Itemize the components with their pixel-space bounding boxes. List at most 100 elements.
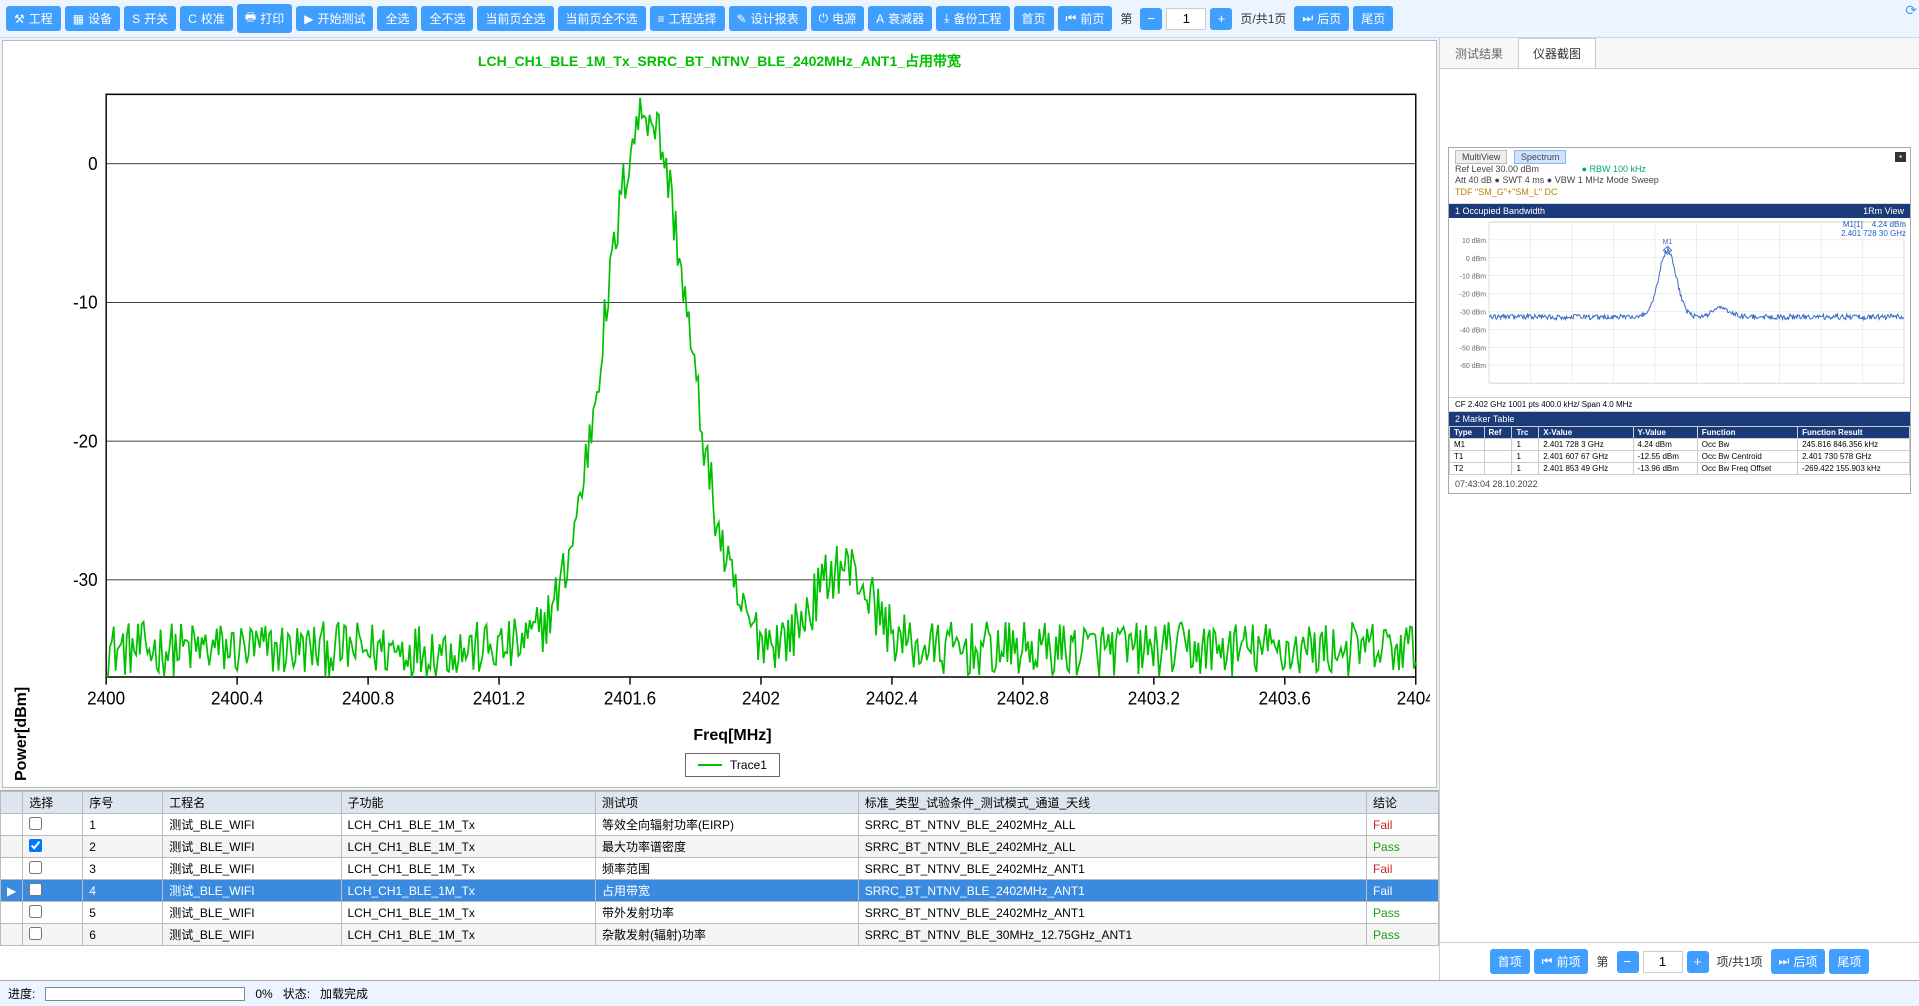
row-checkbox[interactable] xyxy=(29,839,42,852)
cell-proj: 测试_BLE_WIFI xyxy=(163,836,341,858)
first-page-button[interactable]: 首页 xyxy=(1014,6,1054,31)
results-header[interactable]: 序号 xyxy=(83,792,163,814)
last-page-button[interactable]: 尾页 xyxy=(1353,6,1393,31)
table-row[interactable]: 6测试_BLE_WIFILCH_CH1_BLE_1M_Tx杂散发射(辐射)功率S… xyxy=(1,924,1439,946)
next-item-button[interactable]: ⏭后项 xyxy=(1771,949,1826,974)
cell-idx: 1 xyxy=(83,814,163,836)
print-button[interactable]: 🖶打印 xyxy=(237,4,292,33)
backup-project-button[interactable]: ⤓备份工程 xyxy=(936,6,1009,31)
cell-proj: 测试_BLE_WIFI xyxy=(163,924,341,946)
page-select-none-button[interactable]: 当前页全不选 xyxy=(558,6,646,31)
cell-verdict: Fail xyxy=(1367,858,1439,880)
results-header[interactable] xyxy=(1,792,23,814)
cell-idx: 4 xyxy=(83,880,163,902)
row-checkbox[interactable] xyxy=(29,817,42,830)
marker-header: Function xyxy=(1697,426,1797,438)
row-indicator: ▶ xyxy=(1,880,23,902)
design-report-button[interactable]: ✎设计报表 xyxy=(729,6,807,31)
cell-proj: 测试_BLE_WIFI xyxy=(163,902,341,924)
cell-item: 占用带宽 xyxy=(595,880,858,902)
first-item-button[interactable]: 首项 xyxy=(1490,949,1530,974)
list-icon: ≡ xyxy=(658,12,665,26)
marker-cell: T2 xyxy=(1450,462,1485,474)
legend-swatch xyxy=(698,764,722,766)
cell-sub: LCH_CH1_BLE_1M_Tx xyxy=(341,880,595,902)
project-button[interactable]: ⚒工程 xyxy=(6,6,61,31)
table-row[interactable]: 3测试_BLE_WIFILCH_CH1_BLE_1M_Tx频率范围SRRC_BT… xyxy=(1,858,1439,880)
legend-label: Trace1 xyxy=(730,758,767,772)
table-row[interactable]: 5测试_BLE_WIFILCH_CH1_BLE_1M_Tx带外发射功率SRRC_… xyxy=(1,902,1439,924)
svg-text:-20 dBm: -20 dBm xyxy=(1460,291,1487,298)
table-row[interactable]: 2测试_BLE_WIFILCH_CH1_BLE_1M_Tx最大功率谱密度SRRC… xyxy=(1,836,1439,858)
instr-mini-plot: 10 dBm0 dBm-10 dBm-20 dBm-30 dBm-40 dBm-… xyxy=(1449,218,1910,398)
row-indicator xyxy=(1,924,23,946)
row-checkbox[interactable] xyxy=(29,927,42,940)
calibrate-button[interactable]: C校准 xyxy=(180,6,233,31)
table-row[interactable]: 1测试_BLE_WIFILCH_CH1_BLE_1M_Tx等效全向辐射功率(EI… xyxy=(1,814,1439,836)
cell-item: 杂散发射(辐射)功率 xyxy=(595,924,858,946)
page-number-input[interactable] xyxy=(1166,8,1206,30)
page-select-all-button[interactable]: 当前页全选 xyxy=(477,6,553,31)
next-page-button[interactable]: ⏭后页 xyxy=(1294,6,1349,31)
switch-button[interactable]: S开关 xyxy=(124,6,176,31)
marker-cell: Occ Bw xyxy=(1697,438,1797,450)
chart-title: LCH_CH1_BLE_1M_Tx_SRRC_BT_NTNV_BLE_2402M… xyxy=(9,47,1430,79)
row-checkbox[interactable] xyxy=(29,861,42,874)
results-header[interactable]: 工程名 xyxy=(163,792,341,814)
results-header[interactable]: 测试项 xyxy=(595,792,858,814)
svg-text:-30: -30 xyxy=(73,569,98,590)
cell-item: 最大功率谱密度 xyxy=(595,836,858,858)
start-test-button[interactable]: ▶开始测试 xyxy=(296,6,373,31)
select-all-button[interactable]: 全选 xyxy=(377,6,417,31)
marker-cell: 2.401 730 578 GHz xyxy=(1798,450,1910,462)
table-row[interactable]: ▶4测试_BLE_WIFILCH_CH1_BLE_1M_Tx占用带宽SRRC_B… xyxy=(1,880,1439,902)
instr-title-bar: 1 Occupied Bandwidth 1Rm View xyxy=(1449,204,1910,218)
marker-row: T112.401 607 67 GHz-12.55 dBmOcc Bw Cent… xyxy=(1450,450,1910,462)
prev-icon: ⏮ xyxy=(1542,954,1553,969)
svg-text:-10: -10 xyxy=(73,292,98,313)
legend: Trace1 xyxy=(685,753,780,777)
item-number-input[interactable] xyxy=(1643,951,1683,973)
results-table-panel: 选择序号工程名子功能测试项标准_类型_试验条件_测试模式_通道_天线结论 1测试… xyxy=(0,790,1439,980)
attenuator-button[interactable]: A衰减器 xyxy=(868,6,932,31)
item-plus-button[interactable]: + xyxy=(1687,951,1709,973)
print-icon: 🖶 xyxy=(245,8,256,29)
results-header[interactable]: 子功能 xyxy=(341,792,595,814)
marker-row: M112.401 728 3 GHz4.24 dBmOcc Bw245.816 … xyxy=(1450,438,1910,450)
results-header[interactable]: 结论 xyxy=(1367,792,1439,814)
progress-bar xyxy=(45,987,245,1001)
cell-item: 带外发射功率 xyxy=(595,902,858,924)
page-minus-button[interactable]: − xyxy=(1140,8,1162,30)
status-bar: 进度: 0% 状态: 加载完成 xyxy=(0,980,1919,1006)
results-header[interactable]: 选择 xyxy=(23,792,83,814)
tab-test-results[interactable]: 测试结果 xyxy=(1440,38,1518,68)
instr-timestamp: 07:43:04 28.10.2022 xyxy=(1449,475,1910,493)
row-checkbox[interactable] xyxy=(29,883,42,896)
instrument-screenshot-thumb[interactable]: MultiView Spectrum ▪ Ref Level 30.00 dBm… xyxy=(1448,147,1911,494)
cell-verdict: Fail xyxy=(1367,880,1439,902)
marker-header: Trc xyxy=(1512,426,1539,438)
spectrum-chart: 0-10-20-3024002400.42400.82401.22401.624… xyxy=(35,79,1430,723)
svg-text:2400.4: 2400.4 xyxy=(211,688,263,709)
right-tabs: 测试结果 仪器截图 xyxy=(1440,38,1919,69)
svg-text:2401.2: 2401.2 xyxy=(473,688,525,709)
item-minus-button[interactable]: − xyxy=(1617,951,1639,973)
prev-page-button[interactable]: ⏮前页 xyxy=(1058,6,1113,31)
prev-item-button[interactable]: ⏮前项 xyxy=(1534,949,1589,974)
cell-sub: LCH_CH1_BLE_1M_Tx xyxy=(341,814,595,836)
cell-verdict: Pass xyxy=(1367,836,1439,858)
results-header[interactable]: 标准_类型_试验条件_测试模式_通道_天线 xyxy=(858,792,1366,814)
last-item-button[interactable]: 尾项 xyxy=(1829,949,1869,974)
tab-instrument-screenshots[interactable]: 仪器截图 xyxy=(1518,38,1596,68)
power-icon: ⏻ xyxy=(819,11,829,26)
row-checkbox[interactable] xyxy=(29,905,42,918)
page-plus-button[interactable]: + xyxy=(1210,8,1232,30)
project-select-button[interactable]: ≡工程选择 xyxy=(650,6,725,31)
power-button[interactable]: ⏻电源 xyxy=(811,6,865,31)
select-none-button[interactable]: 全不选 xyxy=(421,6,473,31)
marker-cell: 2.401 607 67 GHz xyxy=(1539,450,1633,462)
svg-text:0 dBm: 0 dBm xyxy=(1466,256,1486,263)
device-button[interactable]: ▦设备 xyxy=(65,6,120,31)
next-icon: ⏭ xyxy=(1302,11,1313,26)
svg-text:-20: -20 xyxy=(73,431,98,452)
